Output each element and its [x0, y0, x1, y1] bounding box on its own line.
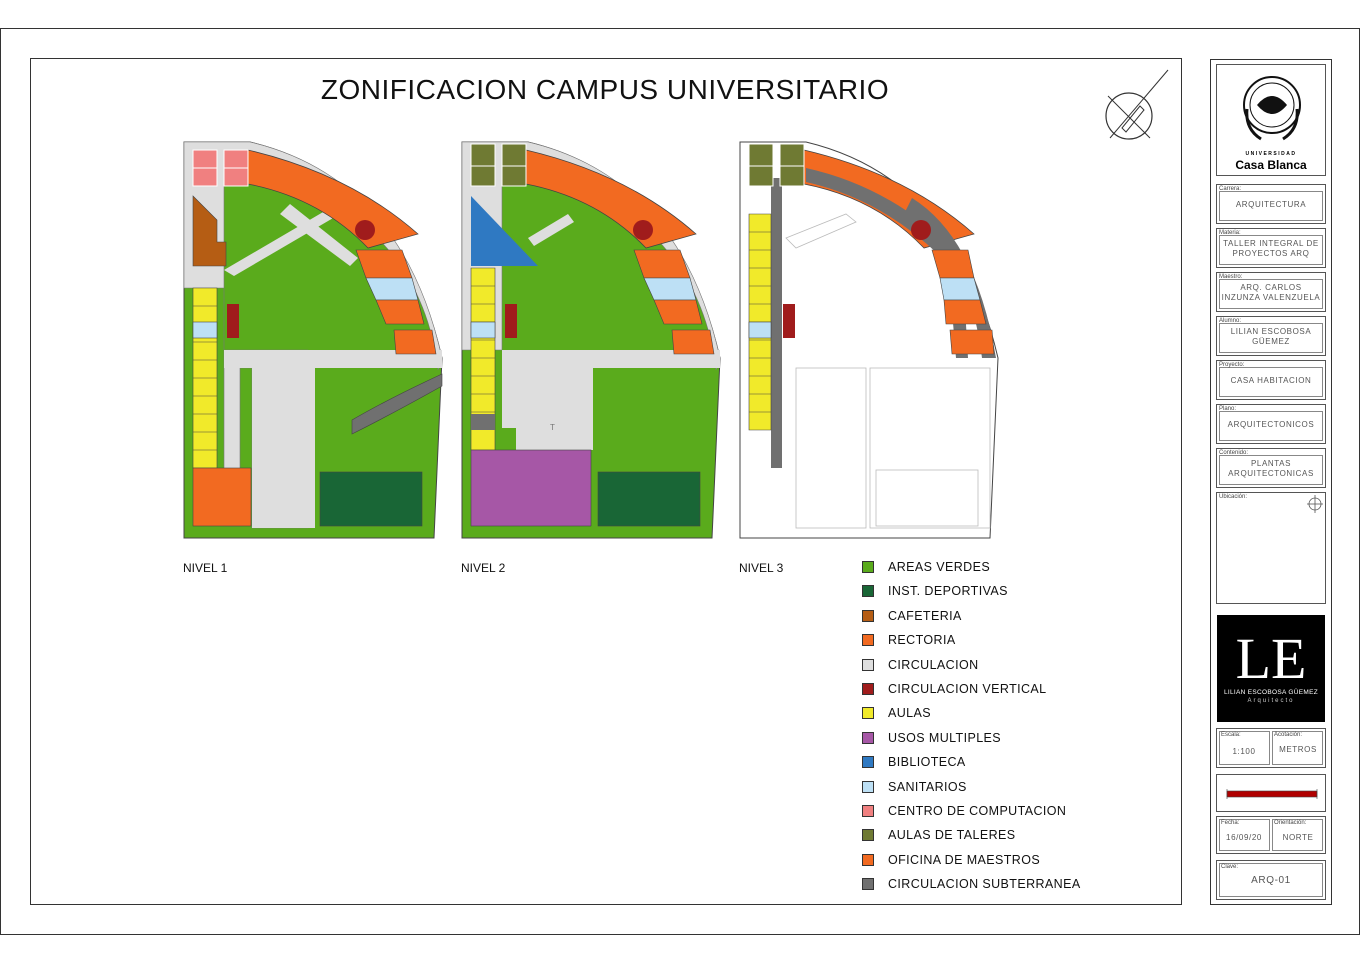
legend-label: AREAS VERDES — [888, 560, 991, 574]
legend-swatch — [862, 731, 874, 744]
fecha-value: 16/09/20 — [1226, 833, 1262, 842]
university-name-line2: Casa Blanca — [1235, 158, 1307, 172]
field-caption: Alumno: — [1219, 318, 1242, 324]
page-title: ZONIFICACION CAMPUS UNIVERSITARIO — [320, 74, 890, 105]
legend-label: CENTRO DE COMPUTACION — [888, 804, 1067, 818]
graphic-scale-bar — [1226, 789, 1318, 799]
clave-box: Clave: ARQ-01 — [1216, 860, 1326, 900]
mini-north-icon — [1307, 495, 1323, 513]
field-value: ARQUITECTONICOS — [1227, 420, 1315, 429]
title-block-field: Contenido: PLANTAS ARQUITECTONICAS — [1216, 448, 1326, 488]
architect-role: Arquitecto — [1247, 698, 1295, 704]
title-block-field: Maestro: ARQ. CARLOS INZUNZA VALENZUELA — [1216, 272, 1326, 312]
escala-value: 1:100 — [1232, 747, 1256, 756]
field-value: ARQUITECTURA — [1235, 200, 1307, 209]
university-crest-icon — [1243, 76, 1301, 141]
university-logo-box: UNIVERSIDAD Casa Blanca — [1216, 64, 1326, 176]
legend-swatch — [862, 683, 874, 695]
legend-label: SANITARIOS — [888, 779, 967, 794]
legend-swatch — [862, 829, 874, 842]
graphic-scale-box — [1216, 774, 1326, 812]
field-caption: Carrera: — [1219, 186, 1242, 192]
legend-label: CIRCULACION — [888, 657, 979, 672]
legend-label: OFICINA DE MAESTROS — [888, 852, 1041, 867]
legend-swatch — [862, 658, 874, 671]
field-value: TALLER INTEGRAL DE PROYECTOS ARQ — [1223, 239, 1319, 258]
legend-label: CIRCULACION VERTICAL — [888, 682, 1047, 696]
field-caption: Plano: — [1219, 406, 1237, 412]
orientacion-caption: Orientación: — [1274, 820, 1307, 826]
acotacion-caption: Acotación: — [1274, 732, 1303, 738]
ubicacion-caption: Ubicación: — [1219, 494, 1248, 500]
floor-plan-nivel-1 — [183, 141, 443, 539]
clave-value: ARQ-01 — [1251, 875, 1291, 886]
field-value: LILIAN ESCOBOSA GÜEMEZ — [1230, 327, 1312, 346]
legend-swatch — [862, 805, 874, 817]
title-block-field: Carrera: ARQUITECTURA — [1216, 184, 1326, 224]
title-block-field: Plano: ARQUITECTONICOS — [1216, 404, 1326, 444]
field-caption: Maestro: — [1219, 274, 1243, 280]
legend-swatch — [862, 561, 874, 573]
title-block — [1210, 59, 1332, 905]
legend-swatch — [862, 780, 874, 793]
legend-label: AULAS DE TALERES — [888, 828, 1016, 843]
field-value: ARQ. CARLOS INZUNZA VALENZUELA — [1221, 283, 1321, 302]
field-caption: Proyecto: — [1219, 362, 1245, 368]
legend-label: CAFETERIA — [888, 608, 962, 623]
drawing-area-border — [30, 58, 1182, 905]
field-value: PLANTAS ARQUITECTONICAS — [1228, 459, 1314, 478]
acotacion-value: METROS — [1279, 745, 1317, 754]
legend-label: CIRCULACION SUBTERRANEA — [888, 877, 1081, 892]
legend-label: USOS MULTIPLES — [888, 730, 1002, 745]
legend-label: INST. DEPORTIVAS — [888, 584, 1008, 599]
university-name-line1: UNIVERSIDAD — [1245, 151, 1297, 157]
north-arrow-icon — [1105, 69, 1169, 140]
level-label-3: NIVEL 3 — [739, 561, 784, 575]
legend-swatch — [862, 853, 874, 866]
escala-caption: Escala: — [1221, 732, 1241, 738]
title-block-field: Proyecto: CASA HABITACION — [1216, 360, 1326, 400]
sheet-outer-border — [0, 28, 1360, 935]
field-value: CASA HABITACION — [1230, 376, 1312, 385]
legend-swatch — [862, 707, 874, 720]
legend-swatch — [862, 878, 874, 891]
legend-swatch — [862, 609, 874, 622]
architect-logo: LE LILIAN ESCOBOSA GÜEMEZ Arquitecto — [1217, 615, 1325, 722]
field-caption: Contenido: — [1219, 450, 1249, 456]
clave-caption: Clave: — [1221, 864, 1239, 870]
fecha-caption: Fecha: — [1221, 820, 1240, 826]
field-caption: Materia: — [1219, 230, 1241, 236]
title-block-field: Alumno: LILIAN ESCOBOSA GÜEMEZ — [1216, 316, 1326, 356]
escala-acotacion-box: Escala: 1:100 Acotación: METROS — [1216, 728, 1326, 768]
legend-label: AULAS — [888, 706, 931, 721]
svg-text:T: T — [550, 423, 555, 432]
ubicacion-box: Ubicación: — [1216, 492, 1326, 604]
fecha-orientacion-box: Fecha: 16/09/20 Orientación: NORTE — [1216, 816, 1326, 854]
orientacion-value: NORTE — [1282, 833, 1314, 842]
floor-plan-nivel-2: T — [461, 141, 721, 539]
legend-label: RECTORIA — [888, 633, 956, 648]
legend-swatch — [862, 585, 874, 598]
architect-initials: LE — [1235, 626, 1307, 691]
title-block-field: Materia: TALLER INTEGRAL DE PROYECTOS ARQ — [1216, 228, 1326, 268]
legend-swatch — [862, 634, 874, 647]
legend-swatch — [862, 756, 874, 769]
level-label-2: NIVEL 2 — [461, 561, 506, 575]
architect-name: LILIAN ESCOBOSA GÜEMEZ — [1223, 689, 1318, 696]
floor-plan-nivel-3 — [739, 141, 999, 539]
legend-label: BIBLIOTECA — [888, 755, 966, 770]
level-label-1: NIVEL 1 — [183, 561, 228, 575]
